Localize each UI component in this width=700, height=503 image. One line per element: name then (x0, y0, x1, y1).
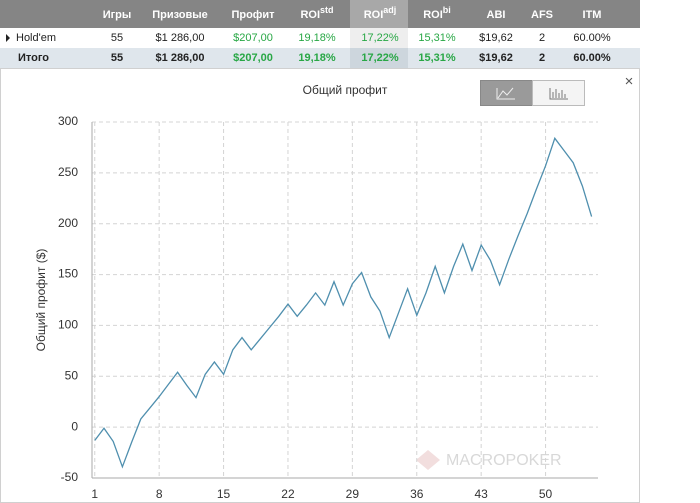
header-sup: adj (383, 5, 396, 15)
column-header: ROIbi (423, 5, 451, 21)
table-cell: 17,22% (361, 52, 399, 64)
table-cell: $19,62 (479, 32, 513, 44)
table-cell: $207,00 (233, 32, 273, 44)
column-header: AFS (531, 9, 553, 21)
watermark: MACROPOKER (446, 452, 562, 469)
table-cell: 15,31% (418, 52, 456, 64)
table-cell: 55 (111, 32, 123, 44)
highlight-cell (350, 48, 408, 68)
highlight-header (350, 0, 408, 28)
line-icon (496, 87, 515, 100)
column-header: Игры (103, 9, 132, 21)
x-tick-label: 50 (539, 487, 553, 501)
y-tick-label: 50 (65, 368, 79, 382)
highlight-cell (350, 28, 408, 48)
y-axis-label: Общий профит ($) (34, 249, 48, 352)
y-tick-label: -50 (61, 470, 79, 484)
table-cell: 60.00% (573, 32, 611, 44)
y-tick-label: 0 (71, 419, 78, 433)
x-tick-label: 43 (474, 487, 488, 501)
chart-title: Общий профит (303, 83, 388, 97)
header-text: ROI (423, 9, 443, 21)
table-cell: 60.00% (573, 52, 611, 64)
table-cell: 2 (539, 52, 545, 64)
y-tick-label: 150 (58, 267, 78, 281)
watermark-logo: MACROPOKER (416, 450, 562, 470)
row-name: Hold'em (16, 32, 56, 44)
total-row-bg (0, 48, 640, 68)
table-cell: $1 286,00 (156, 32, 205, 44)
expand-arrow[interactable] (6, 34, 10, 42)
column-header: ROIstd (300, 5, 333, 21)
column-header: ROIadj (364, 5, 397, 21)
table-cell: 2 (539, 32, 545, 44)
table-cell: 15,31% (418, 32, 456, 44)
column-header: ABI (487, 9, 506, 21)
x-tick-label: 1 (91, 487, 98, 501)
close-button[interactable]: × (625, 73, 634, 90)
x-tick-label: 8 (156, 487, 163, 501)
header-text: ROI (300, 9, 320, 21)
data-line (94, 136, 593, 469)
y-tick-label: 300 (58, 114, 78, 128)
table-cell: $207,00 (233, 52, 273, 64)
header-text: ROI (364, 9, 384, 21)
x-tick-label: 22 (281, 487, 295, 501)
table-cell: 19,18% (298, 32, 336, 44)
y-tick-label: 250 (58, 165, 78, 179)
column-header: Профит (231, 9, 275, 21)
column-header: Призовые (152, 9, 208, 21)
header-sup: std (320, 5, 334, 15)
table-cell: 19,18% (298, 52, 336, 64)
table-cell: 55 (111, 52, 123, 64)
row-bg (0, 28, 640, 48)
x-tick-label: 15 (217, 487, 231, 501)
table-cell: $1 286,00 (156, 52, 205, 64)
column-header: ITM (583, 9, 602, 21)
row-name: Итого (18, 52, 49, 64)
y-tick-label: 100 (58, 318, 78, 332)
view-toggle (480, 80, 585, 106)
bar-icon (549, 88, 568, 100)
x-tick-label: 29 (346, 487, 360, 501)
x-tick-label: 36 (410, 487, 424, 501)
table-cell: $19,62 (479, 52, 513, 64)
header-sup: bi (443, 5, 451, 15)
line-view-button[interactable] (480, 80, 533, 106)
logo-mark (416, 450, 440, 470)
table-header-bg (0, 0, 640, 28)
y-tick-label: 200 (58, 216, 78, 230)
table-cell: 17,22% (361, 32, 399, 44)
